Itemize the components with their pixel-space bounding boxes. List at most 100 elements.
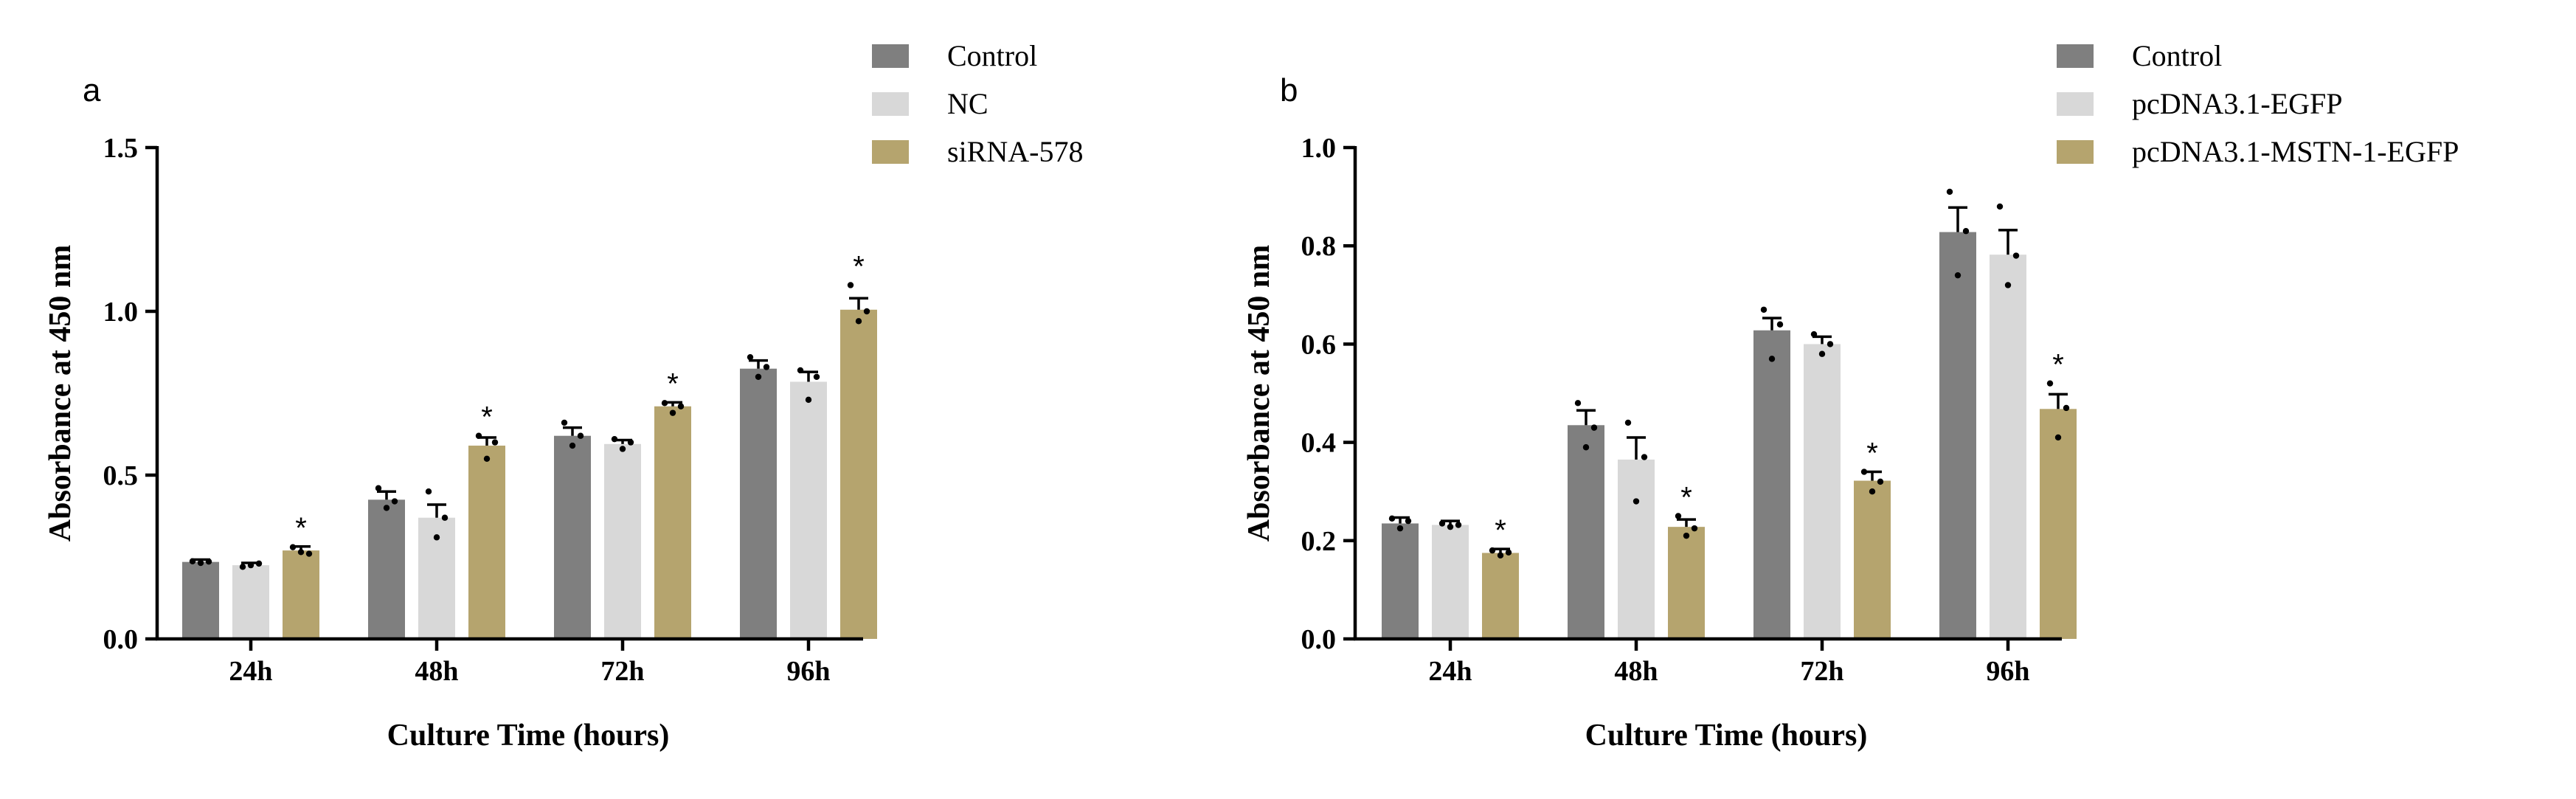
x-axis-title-a: Culture Time (hours) <box>387 719 670 753</box>
data-point-a-2-1-1 <box>483 455 491 462</box>
data-point-b-1-0-1 <box>1447 523 1454 530</box>
legend-swatch-a-1 <box>872 92 909 116</box>
data-point-a-1-2-2 <box>627 439 634 446</box>
data-point-a-2-3-1 <box>855 318 862 325</box>
bar-a-0-2 <box>554 435 591 639</box>
x-tick-label-b-0: 24h <box>1428 656 1472 687</box>
bar-b-2-2 <box>1854 480 1891 639</box>
bar-a-2-3 <box>840 309 877 639</box>
bar-a-0-1 <box>368 499 405 639</box>
legend-swatch-a-0 <box>872 44 909 68</box>
data-point-b-1-1-0 <box>1624 419 1632 426</box>
data-point-b-0-2-0 <box>1760 306 1767 313</box>
data-point-b-1-3-1 <box>2004 282 2012 288</box>
x-tick-label-a-2: 72h <box>600 656 644 687</box>
data-point-a-0-0-1 <box>197 559 204 567</box>
data-point-b-2-3-0 <box>2046 380 2054 387</box>
x-tick-label-a-3: 96h <box>786 656 830 687</box>
data-point-a-0-3-1 <box>755 373 762 380</box>
data-point-b-0-3-0 <box>1946 188 1953 196</box>
y-tick-label-a-3: 1.5 <box>103 133 139 164</box>
data-point-a-0-3-2 <box>763 364 770 370</box>
y-axis-title-a: Absorbance at 450 nm <box>44 245 77 542</box>
data-point-b-0-0-0 <box>1388 515 1396 522</box>
data-point-a-2-1-0 <box>475 432 482 439</box>
data-point-a-1-0-1 <box>247 561 255 569</box>
bar-b-2-0 <box>1482 553 1519 639</box>
data-point-b-1-3-2 <box>2012 252 2020 259</box>
data-point-b-1-3-0 <box>1996 203 2004 210</box>
x-tick-label-a-0: 24h <box>229 656 272 687</box>
legend-label-a-2: siRNA-578 <box>947 135 1083 168</box>
data-point-a-1-0-0 <box>239 564 246 570</box>
legend-label-a-0: Control <box>947 39 1037 72</box>
legend-swatch-b-0 <box>2057 44 2094 68</box>
significance-star-a-2-1: * <box>481 401 493 434</box>
bar-b-2-3 <box>2040 409 2077 639</box>
bar-b-1-3 <box>1990 255 2026 639</box>
bar-a-1-0 <box>232 565 269 639</box>
data-point-b-2-0-2 <box>1505 549 1512 556</box>
data-point-a-1-0-2 <box>255 560 263 567</box>
data-point-a-0-1-2 <box>391 498 398 505</box>
x-tick-label-b-1: 48h <box>1614 656 1658 687</box>
data-point-a-2-0-2 <box>305 550 313 557</box>
legend-label-b-2: pcDNA3.1-MSTN-1-EGFP <box>2132 135 2459 168</box>
y-tick-label-b-1: 0.2 <box>1301 526 1337 557</box>
data-point-a-0-0-2 <box>205 558 212 565</box>
data-point-a-0-2-0 <box>561 419 568 426</box>
x-tick-label-b-2: 72h <box>1800 656 1843 687</box>
legend-label-b-0: Control <box>2132 39 2222 72</box>
data-point-b-0-3-1 <box>1954 271 1962 279</box>
significance-star-a-2-0: * <box>295 512 307 544</box>
data-point-b-2-1-0 <box>1675 513 1682 519</box>
data-point-b-2-3-1 <box>2054 434 2062 441</box>
bar-a-1-2 <box>604 443 641 639</box>
data-point-b-0-2-2 <box>1776 321 1784 328</box>
data-point-a-1-2-0 <box>611 435 618 443</box>
data-point-b-0-1-2 <box>1590 424 1598 431</box>
legend-label-a-1: NC <box>947 87 988 120</box>
data-point-b-1-2-2 <box>1827 341 1834 347</box>
bar-b-1-2 <box>1804 344 1841 639</box>
bar-b-0-2 <box>1753 330 1790 639</box>
bar-a-2-0 <box>283 550 319 639</box>
data-point-b-1-2-1 <box>1818 350 1826 357</box>
data-point-a-2-2-2 <box>677 403 685 409</box>
data-point-a-0-2-2 <box>577 432 584 439</box>
data-point-a-0-1-1 <box>383 505 390 511</box>
data-point-b-0-3-2 <box>1962 228 1970 235</box>
data-point-b-0-1-0 <box>1574 400 1582 407</box>
data-point-a-2-2-0 <box>661 400 668 407</box>
data-point-a-2-0-1 <box>297 549 305 556</box>
significance-star-b-2-1: * <box>1680 482 1692 514</box>
data-point-b-1-0-2 <box>1455 522 1462 528</box>
data-point-a-0-1-0 <box>375 485 382 491</box>
bar-b-0-1 <box>1568 425 1604 639</box>
data-point-a-0-2-1 <box>569 442 576 449</box>
legend-swatch-b-1 <box>2057 92 2094 116</box>
data-point-a-2-0-0 <box>289 544 297 550</box>
y-axis-title-b: Absorbance at 450 nm <box>1242 245 1276 542</box>
data-point-a-1-3-0 <box>797 367 804 374</box>
data-point-b-2-2-2 <box>1877 478 1884 485</box>
data-point-b-1-2-0 <box>1810 331 1818 338</box>
data-point-b-0-2-1 <box>1768 356 1776 362</box>
bar-a-2-2 <box>654 406 691 639</box>
bar-a-0-3 <box>740 368 777 639</box>
data-point-b-2-0-0 <box>1489 547 1496 554</box>
data-point-b-1-1-2 <box>1641 454 1648 460</box>
y-tick-label-b-4: 0.8 <box>1301 231 1337 262</box>
data-point-b-0-0-2 <box>1405 517 1412 525</box>
data-point-a-1-1-0 <box>425 488 432 495</box>
data-point-a-0-0-0 <box>189 558 196 564</box>
legend-swatch-b-2 <box>2057 140 2094 164</box>
y-tick-label-b-2: 0.4 <box>1301 428 1337 459</box>
y-tick-label-a-2: 1.0 <box>103 297 139 328</box>
legend-label-b-1: pcDNA3.1-EGFP <box>2132 87 2343 120</box>
data-point-b-2-0-1 <box>1497 552 1504 558</box>
y-tick-label-b-5: 1.0 <box>1301 133 1337 164</box>
data-point-a-1-3-2 <box>813 373 820 380</box>
bar-b-1-0 <box>1432 525 1469 639</box>
significance-star-a-2-2: * <box>667 367 679 400</box>
